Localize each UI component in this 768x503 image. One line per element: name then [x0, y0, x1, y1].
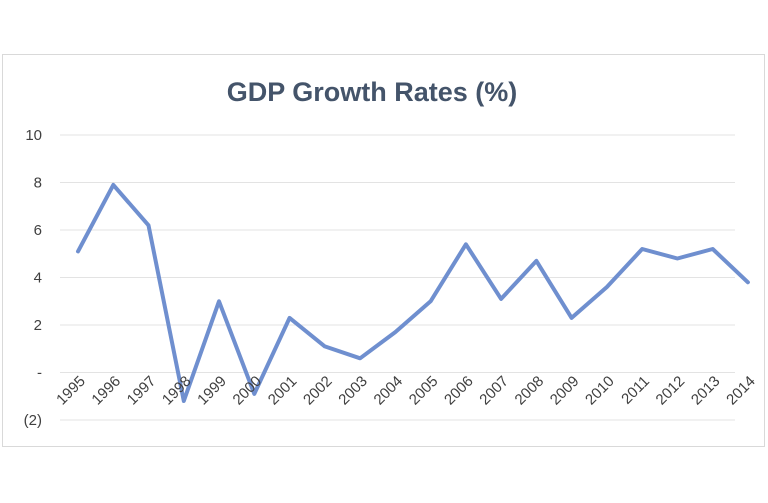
y-tick-label: 6 [34, 222, 42, 239]
y-axis: 10 8 6 4 2 - (2) [24, 127, 42, 429]
x-tick-label: 2007 [476, 373, 512, 409]
x-axis: 1995 1996 1997 1998 1999 2000 2001 2002 2003 2004… [53, 373, 759, 409]
y-tick-label: - [37, 365, 42, 382]
gridlines [60, 134, 735, 421]
series-group [76, 182, 750, 403]
x-tick-label: 2008 [512, 373, 548, 409]
x-tick-label: 2012 [653, 373, 689, 409]
x-tick-label: 2002 [300, 373, 336, 409]
y-tick-label: (2) [24, 412, 42, 429]
x-tick-label: 2005 [406, 373, 442, 409]
x-tick-label: 2014 [723, 373, 759, 409]
x-tick-label: 2004 [371, 373, 407, 409]
x-tick-label: 1995 [53, 373, 89, 409]
y-tick-label: 4 [34, 270, 42, 287]
x-tick-label: 2006 [441, 373, 477, 409]
chart-area [2, 54, 765, 447]
y-tick-label: 2 [34, 317, 42, 334]
x-tick-label: 1999 [194, 373, 230, 409]
x-tick-label: 2011 [618, 373, 653, 408]
series-line [76, 182, 750, 403]
x-tick-label: 2010 [582, 373, 618, 409]
x-tick-label: 2001 [265, 373, 301, 409]
chart-title: GDP Growth Rates (%) [227, 77, 518, 107]
x-tick-label: 2003 [335, 373, 371, 409]
x-tick-label: 1996 [88, 373, 124, 409]
y-tick-label: 10 [25, 127, 42, 144]
y-tick-label: 8 [34, 175, 42, 192]
x-tick-label: 1997 [124, 373, 160, 409]
x-tick-label: 2009 [547, 373, 583, 409]
x-tick-label: 2013 [688, 373, 724, 409]
